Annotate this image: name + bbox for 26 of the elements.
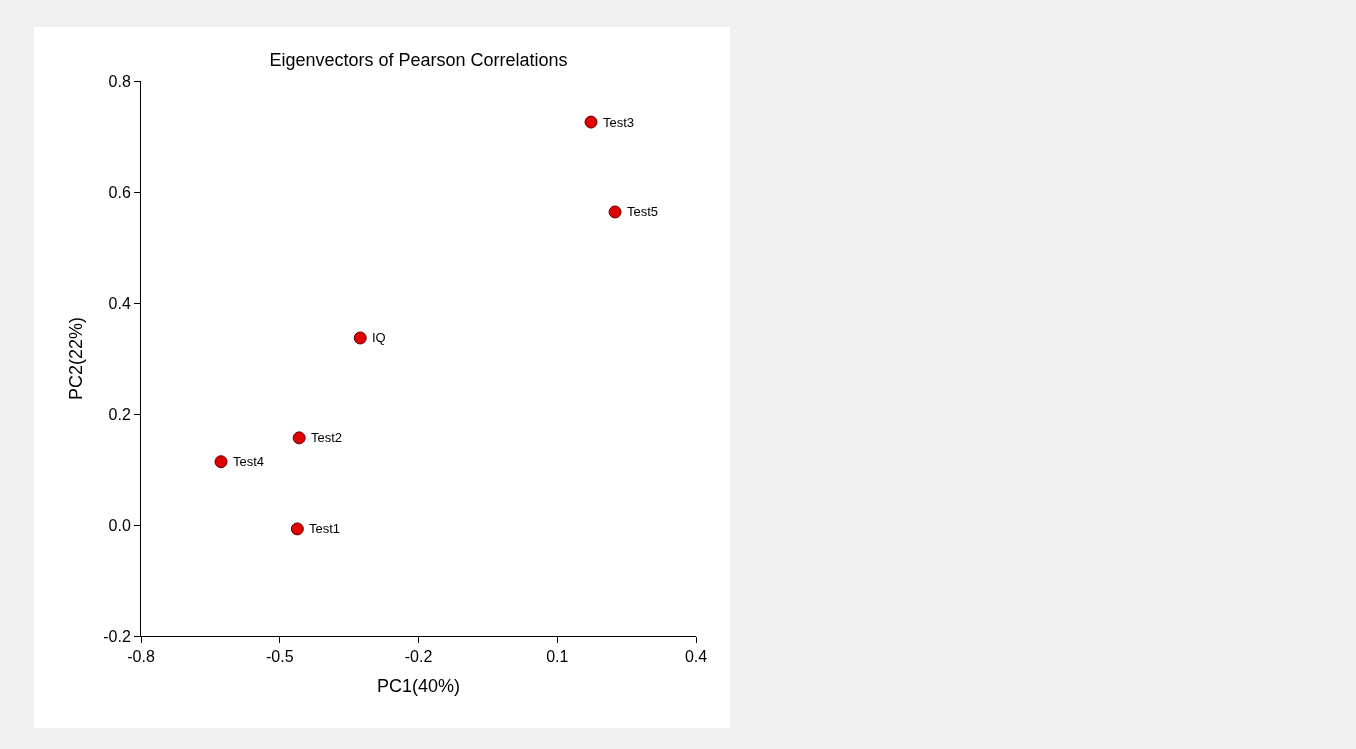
- annotation: IQ: [372, 330, 386, 345]
- x-tick-label: -0.8: [127, 648, 155, 666]
- annotation: Test3: [603, 115, 635, 130]
- y-axis-title: PC2(22%): [66, 316, 87, 401]
- point: [292, 431, 306, 445]
- chart-title: Eigenvectors of Pearson Correlations: [269, 50, 568, 71]
- annotation: Test5: [627, 204, 659, 219]
- x-tick-label: 0.4: [684, 648, 708, 666]
- y-tick-label: 0.6: [108, 183, 131, 201]
- point: [584, 115, 598, 129]
- annotation: Test4: [233, 454, 265, 469]
- point: [290, 522, 304, 536]
- point: [214, 455, 228, 469]
- y-tick-label: 0.2: [108, 405, 131, 423]
- annotation: Test1: [309, 521, 341, 536]
- y-tick-label: 0.0: [108, 516, 131, 534]
- annotation: Test2: [311, 430, 343, 445]
- x-axis-title: PC1(40%): [376, 676, 461, 697]
- y-tick-label: 0.4: [108, 294, 131, 312]
- y-tick-label: -0.2: [103, 627, 131, 645]
- x-tick-label: 0.1: [546, 648, 569, 666]
- x-tick-label: -0.5: [265, 648, 294, 666]
- y-tick-label: 0.8: [108, 72, 131, 90]
- point: [608, 205, 622, 219]
- point: [353, 331, 367, 345]
- x-tick-label: -0.2: [404, 648, 433, 666]
